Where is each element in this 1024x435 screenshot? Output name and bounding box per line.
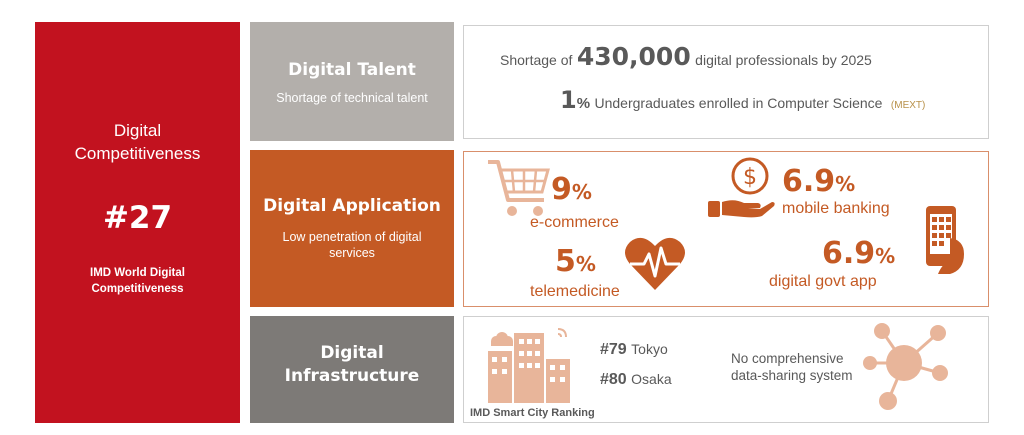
smartphone-icon [920,204,966,278]
heart-pulse-icon [624,234,686,292]
telemedicine-label: telemedicine [530,283,620,300]
mobile-banking-label: mobile banking [782,200,890,217]
city-buildings-icon [486,325,574,403]
application-subheading: Low penetration of digital services [282,230,422,260]
tokyo-rank: #79 Tokyo [600,341,668,358]
ecommerce-value: 9% [551,172,592,207]
digital-competitiveness-panel: Digital Competitiveness #27 IMD World Di… [35,22,240,423]
svg-text:$: $ [743,165,757,190]
category-digital-infrastructure: Digital Infrastructure [250,316,454,423]
infrastructure-stats-box: IMD Smart City Ranking #79 Tokyo #80 Osa… [463,316,989,423]
application-stats-box: 9% e-commerce $ 6.9% mobile banking 5% t… [463,151,989,307]
govt-app-value: 6.9% [822,236,896,271]
category-digital-application: Digital Application Low penetration of d… [250,150,454,307]
infrastructure-heading: Digital Infrastructure [284,343,420,386]
telemedicine-value: 5% [555,244,596,279]
competitiveness-title: Digital Competitiveness [74,121,201,163]
smart-city-ranking-label: IMD Smart City Ranking [470,407,595,419]
talent-cs-stat: 1% Undergraduates enrolled in Computer S… [560,86,926,114]
category-digital-talent: Digital Talent Shortage of technical tal… [250,22,454,141]
shopping-cart-icon [486,158,552,220]
competitiveness-rank: #27 [102,200,173,236]
talent-subheading: Shortage of technical talent [276,91,428,105]
network-hub-icon [854,319,954,419]
talent-heading: Digital Talent [288,60,416,80]
dollar-hand-icon: $ [704,156,776,222]
application-heading: Digital Application [263,196,441,216]
mobile-banking-value: 6.9% [782,164,856,199]
competitiveness-source: IMD World Digital Competitiveness [90,267,185,295]
talent-shortage-stat: Shortage of 430,000 digital professional… [500,42,872,71]
data-sharing-text: No comprehensive data-sharing system [731,351,853,383]
ecommerce-label: e-commerce [530,214,619,231]
talent-stats-box: Shortage of 430,000 digital professional… [463,25,989,139]
govt-app-label: digital govt app [769,273,877,290]
osaka-rank: #80 Osaka [600,371,672,388]
